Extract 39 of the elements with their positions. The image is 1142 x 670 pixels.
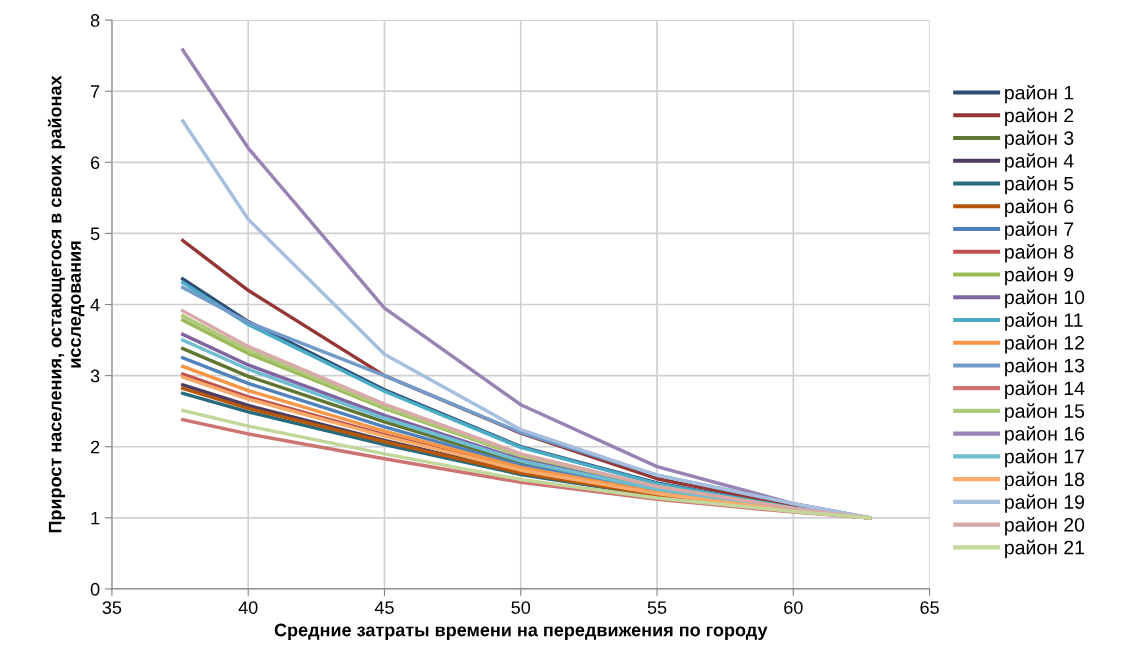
legend-label: район 20: [1005, 517, 1085, 536]
legend-label: район 16: [1005, 426, 1085, 445]
y-tick-label: 5: [90, 227, 100, 241]
legend-label: район 21: [1005, 539, 1084, 559]
legend-label: район 8: [1005, 244, 1074, 263]
x-tick-label: 45: [374, 601, 394, 614]
x-tick-label: 65: [920, 601, 939, 614]
y-tick-label: 6: [90, 156, 100, 170]
legend-label: район 4: [1005, 153, 1074, 172]
y-tick-label: 8: [90, 14, 100, 27]
x-tick-label: 40: [238, 601, 258, 614]
y-tick-label: 1: [91, 511, 100, 525]
y-tick-label: 3: [90, 369, 100, 383]
legend-label: район 6: [1005, 198, 1074, 218]
y-tick-label: 7: [91, 85, 100, 98]
legend-label: район 15: [1005, 403, 1085, 422]
legend-label: район 12: [1005, 335, 1084, 354]
legend-label: район 19: [1005, 494, 1085, 513]
legend-label: район 11: [1005, 312, 1083, 331]
legend-label: район 14: [1005, 380, 1085, 400]
x-tick-label: 60: [784, 601, 803, 614]
legend-label: район 2: [1005, 107, 1074, 127]
legend-label: район 13: [1005, 357, 1085, 377]
y-tick-label: 0: [90, 582, 100, 596]
y-axis-title: Прирост населения, остающегося в своих районах исследования: [47, 75, 85, 533]
legend-label: район 7: [1005, 221, 1074, 240]
x-tick-label: 35: [102, 601, 122, 614]
legend-label: район 10: [1005, 289, 1085, 309]
legend-label: район 3: [1005, 130, 1074, 149]
legend-label: район 1: [1005, 84, 1074, 104]
y-tick-label: 2: [90, 440, 100, 454]
legend-label: район 9: [1005, 266, 1074, 286]
x-tick-label: 55: [647, 601, 667, 614]
legend-label: район 17: [1005, 448, 1084, 468]
legend-label: район 18: [1005, 471, 1085, 491]
legend-label: район 5: [1005, 175, 1074, 195]
y-tick-label: 4: [90, 298, 100, 312]
x-tick-label: 50: [511, 601, 531, 614]
x-axis-title: Средние затраты времени на передвижения по городу: [274, 623, 768, 640]
